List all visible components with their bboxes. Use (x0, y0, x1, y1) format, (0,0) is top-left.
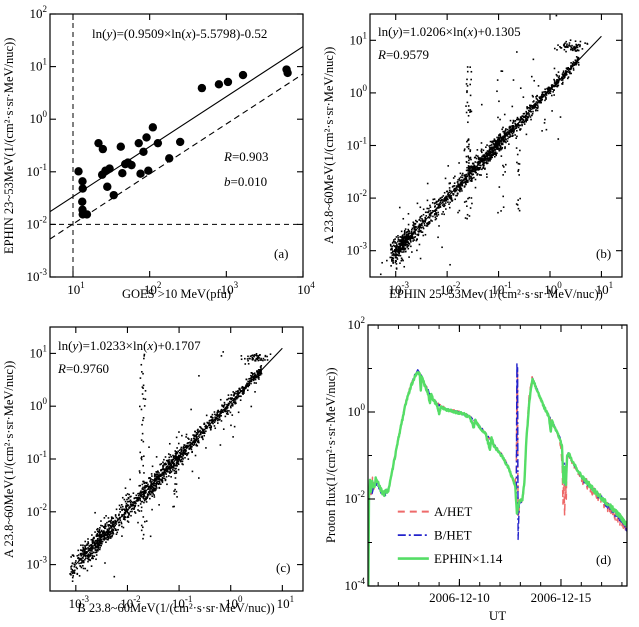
svg-text:10-3: 10-3 (388, 280, 409, 297)
svg-text:10-1: 10-1 (172, 594, 193, 611)
svg-text:103: 103 (221, 280, 239, 297)
svg-text:A/HET: A/HET (434, 504, 472, 519)
panel-a-b-value: b=0.010 (224, 174, 268, 189)
svg-text:2006-12-10: 2006-12-10 (429, 590, 490, 605)
panel-a-canvas: 101 102 103 104 10-3 10-2 10-1 100 101 102 (27, 4, 316, 297)
svg-text:2006-12-15: 2006-12-15 (531, 590, 592, 605)
svg-text:10-4: 10-4 (345, 576, 366, 593)
svg-text:102: 102 (348, 315, 366, 332)
panel-b-y-axis-title: A 23.8~60MeV(1/(cm²·s·sr·MeV/nuc)) (322, 46, 336, 245)
svg-text:102: 102 (144, 280, 162, 297)
panel-a-fit-equation: ln(y)=(0.9509×ln(x)-5.5798)-0.52 (92, 26, 268, 41)
panel-c-canvas: 10-3 10-2 10-1 100 101 10-3 10-2 10-1 100 101 (27, 326, 304, 611)
svg-text:10-1: 10-1 (27, 162, 48, 179)
panel-c-fit-equation: ln(y)=1.0233×ln(x)+0.1707 (58, 338, 201, 353)
panel-d-canvas: A/HET B/HET EPHIN×1.14 2006-12-10 2006-12-15… (345, 315, 628, 605)
svg-text:100: 100 (30, 396, 48, 413)
panel-d-x-axis-title: UT (488, 608, 507, 623)
svg-text:101: 101 (30, 343, 48, 360)
svg-text:10-3: 10-3 (69, 594, 90, 611)
svg-text:101: 101 (30, 57, 48, 74)
svg-text:102: 102 (30, 4, 48, 21)
svg-text:10-3: 10-3 (27, 267, 48, 284)
svg-text:10-2: 10-2 (120, 594, 141, 611)
panel-a: 101 102 103 104 10-3 10-2 10-1 100 101 102 EPHIN … (0, 0, 320, 313)
svg-text:10-3: 10-3 (27, 555, 48, 572)
panel-c-r-value: R=0.9760 (58, 361, 110, 376)
panel-b-canvas: 10-3 10-2 10-1 100 101 10-3 10-2 10-1 100 101 (347, 13, 623, 297)
svg-text:101: 101 (350, 30, 368, 47)
svg-text:10-3: 10-3 (347, 241, 368, 258)
svg-text:10-2: 10-2 (347, 188, 368, 205)
svg-text:10-1: 10-1 (347, 136, 368, 153)
panel-c: 10-3 10-2 10-1 100 101 10-3 10-2 10-1 100 101 A 2… (0, 313, 320, 627)
panel-d-y-axis-title: Proton flux(1/(cm²·s·sr·MeV/nuc)) (324, 367, 338, 544)
panel-d: A/HET B/HET EPHIN×1.14 2006-12-10 2006-12-15… (320, 313, 639, 627)
svg-text:101: 101 (277, 594, 295, 611)
panel-a-label: (a) (274, 246, 289, 261)
panel-a-x-axis-title: GOES >10 MeV(pfu) (121, 287, 232, 301)
svg-text:10-2: 10-2 (440, 280, 461, 297)
svg-text:10-2: 10-2 (345, 489, 366, 506)
svg-text:100: 100 (350, 83, 368, 100)
panel-c-label: (c) (276, 560, 291, 575)
svg-text:101: 101 (67, 280, 85, 297)
svg-text:10-2: 10-2 (27, 502, 48, 519)
svg-text:100: 100 (225, 594, 243, 611)
svg-text:10-1: 10-1 (27, 449, 48, 466)
panel-b-r-value: R=0.9579 (378, 47, 430, 62)
svg-text:101: 101 (596, 280, 614, 297)
panel-d-label: (d) (596, 552, 612, 567)
panel-b-fit-equation: ln(y)=1.0206×ln(x)+0.1305 (378, 24, 521, 39)
panel-b-label: (b) (596, 246, 612, 261)
svg-text:EPHIN×1.14: EPHIN×1.14 (434, 551, 503, 566)
svg-text:100: 100 (544, 280, 562, 297)
svg-text:B/HET: B/HET (434, 528, 472, 543)
svg-text:100: 100 (348, 402, 366, 419)
panel-b-x-axis-title: EPHIN 25~53Mev(1/(cm²·s·sr·MeV/nuc)) (389, 287, 603, 301)
panel-a-r-value: R=0.903 (224, 149, 269, 164)
panel-b: 10-3 10-2 10-1 100 101 10-3 10-2 10-1 100 101 A 2… (320, 0, 639, 313)
svg-text:100: 100 (30, 109, 48, 126)
panel-c-y-axis-title: A 23.8~60MeV(1/(cm²·s·sr·MeV/nuc)) (2, 360, 16, 558)
panel-c-x-axis-title: B 23.8~60MeV(1/(cm²·s·sr·MeV/nuc)) (77, 601, 275, 615)
panel-a-y-axis-title: EPHIN 23~53MeV(1/(cm²·s·sr·MeV/nuc)) (2, 37, 16, 254)
svg-text:10-1: 10-1 (491, 280, 512, 297)
svg-text:104: 104 (297, 280, 315, 297)
svg-text:10-2: 10-2 (27, 214, 48, 231)
